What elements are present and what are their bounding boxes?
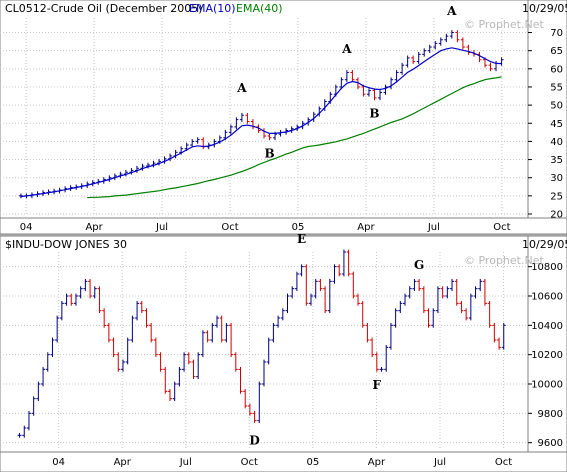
xtick-label: Apr bbox=[368, 457, 386, 468]
dow-axis-ticks: 9600 9800 10000 10200 10400 10600 10800 bbox=[528, 262, 563, 449]
xtick-label: Oct bbox=[493, 222, 510, 233]
price-gridlines bbox=[0, 18, 528, 215]
dow-xaxis-labels: 04 Apr Jul Oct 05 Apr Jul Oct bbox=[52, 457, 512, 468]
price-chart-title: CL0512-Crude Oil (December 2005) bbox=[5, 2, 203, 15]
ytick-label: 20 bbox=[550, 210, 563, 221]
xtick-label: Apr bbox=[357, 222, 375, 233]
dow-gridlines bbox=[0, 252, 528, 450]
ytick-label: 45 bbox=[550, 119, 563, 130]
ytick-label: 60 bbox=[550, 64, 563, 75]
xtick-label: Jul bbox=[155, 222, 168, 233]
xtick-label: Oct bbox=[241, 457, 258, 468]
price-axis-bg bbox=[527, 0, 567, 219]
price-chart-date: 10/29/05 bbox=[522, 2, 567, 15]
ytick-label: 65 bbox=[550, 46, 563, 57]
annotation-label: G bbox=[414, 258, 424, 272]
price-axis-ticks: 20 25 30 35 40 45 50 55 60 65 70 bbox=[528, 28, 563, 221]
ytick-label: 30 bbox=[550, 173, 563, 184]
ytick-label: 25 bbox=[550, 191, 563, 202]
xtick-label: Oct bbox=[221, 222, 238, 233]
annotation-label: B bbox=[369, 106, 379, 120]
ytick-label: 9600 bbox=[538, 438, 563, 449]
dow-chart-date: 10/29/05 bbox=[522, 238, 567, 251]
annotation-label: B bbox=[264, 146, 274, 160]
annotation-label: A bbox=[236, 81, 247, 95]
annotation-label: F bbox=[373, 378, 382, 392]
price-annotations: A B A B A bbox=[236, 4, 457, 160]
xtick-label: Apr bbox=[85, 222, 103, 233]
ytick-label: 70 bbox=[550, 28, 563, 39]
annotation-label: A bbox=[446, 4, 457, 18]
dow-axis-bg bbox=[527, 235, 567, 453]
price-xaxis-bg bbox=[0, 217, 567, 235]
annotation-label: D bbox=[249, 433, 259, 447]
legend-ema40: EMA(40) bbox=[236, 2, 283, 15]
ytick-label: 50 bbox=[550, 101, 563, 112]
annotation-label: A bbox=[341, 42, 352, 56]
dow-panel-bg bbox=[0, 235, 529, 453]
xtick-label: Apr bbox=[114, 457, 132, 468]
ytick-label: 55 bbox=[550, 82, 563, 93]
annotation-label: E bbox=[297, 232, 306, 246]
ytick-label: 10400 bbox=[531, 321, 563, 332]
xtick-label: Jul bbox=[179, 457, 192, 468]
xtick-label: 04 bbox=[52, 457, 65, 468]
xtick-label: Oct bbox=[495, 457, 512, 468]
xtick-label: 05 bbox=[307, 457, 320, 468]
dow-annotations: D E F G bbox=[249, 232, 424, 448]
price-panel-bg bbox=[0, 0, 529, 219]
price-watermark: © Prophet.Net bbox=[464, 18, 544, 31]
xtick-label: 04 bbox=[20, 222, 33, 233]
legend-ema10: EMA(10) bbox=[189, 2, 236, 15]
ytick-label: 10200 bbox=[531, 350, 563, 361]
ema40-line bbox=[87, 76, 502, 199]
xtick-label: Jul bbox=[433, 457, 446, 468]
price-xaxis-labels: 04 Apr Jul Oct 05 Apr Jul Oct bbox=[20, 222, 511, 233]
xtick-label: Jul bbox=[427, 222, 440, 233]
ytick-label: 10800 bbox=[531, 262, 563, 273]
ytick-label: 10600 bbox=[531, 292, 563, 303]
ytick-label: 40 bbox=[550, 137, 563, 148]
dow-bars bbox=[17, 249, 506, 438]
dow-xaxis-bg bbox=[0, 451, 567, 472]
ema10-line bbox=[20, 47, 502, 198]
ytick-label: 9800 bbox=[538, 409, 563, 420]
xtick-label: 05 bbox=[292, 222, 305, 233]
dow-watermark: © Prophet.Net bbox=[464, 254, 544, 267]
dow-chart-title: $INDU-DOW JONES 30 bbox=[5, 238, 127, 251]
ytick-label: 35 bbox=[550, 155, 563, 166]
ytick-label: 10000 bbox=[531, 380, 563, 391]
